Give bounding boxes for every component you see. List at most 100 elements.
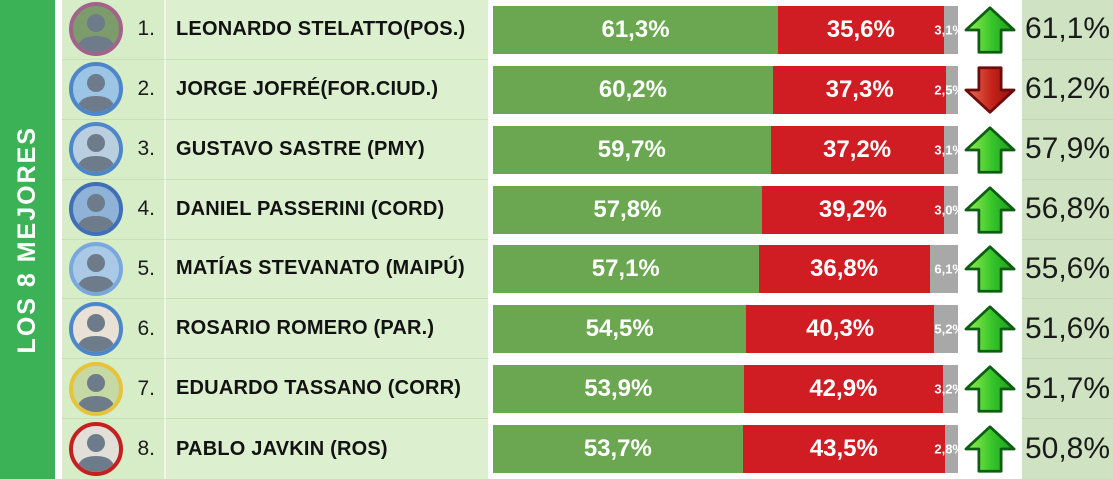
bar-negative-segment: 42,9% — [743, 365, 944, 414]
candidate-name: ROSARIO ROMERO (PAR.) — [176, 317, 435, 340]
bar-neutral-segment — [933, 305, 958, 354]
stacked-bar: 53,9% 42,9% 3,2% — [493, 365, 958, 414]
neutral-value-label: 5,2% — [934, 321, 958, 337]
name-cell: JORGE JOFRÉ(FOR.CIUD.) — [164, 59, 488, 120]
rank-number: 7. — [137, 376, 155, 400]
bar-gap — [488, 239, 493, 300]
bar-gap — [488, 119, 493, 180]
bar-area: 57,1% 36,8% 6,1% — [493, 239, 958, 300]
avatar-cell: 4. — [62, 179, 164, 240]
bar-negative-segment: 35,6% — [778, 5, 944, 54]
name-cell: MATÍAS STEVANATO (MAIPÚ) — [164, 239, 488, 300]
avatar — [69, 122, 123, 177]
avatar — [69, 182, 123, 237]
bar-positive-segment: 53,9% — [493, 365, 744, 414]
negative-value-label: 40,3% — [806, 315, 875, 343]
table-row: 6. ROSARIO ROMERO (PAR.) 54,5% 40,3% 5,2… — [62, 299, 1113, 360]
negative-value-label: 42,9% — [809, 375, 878, 403]
sidebar-gap — [55, 0, 62, 479]
name-cell: EDUARDO TASSANO (CORR) — [164, 359, 488, 420]
bar-gap — [488, 299, 493, 360]
sidebar: LOS 8 MEJORES — [0, 0, 55, 479]
negative-value-label: 35,6% — [826, 15, 895, 43]
trend-cell — [958, 179, 1022, 240]
negative-value-label: 37,2% — [823, 135, 892, 163]
positive-value-label: 54,5% — [585, 315, 654, 343]
rank-number: 2. — [137, 77, 155, 101]
person-silhouette-icon — [77, 194, 115, 233]
previous-total-value: 61,1% — [1024, 12, 1111, 46]
negative-value-label: 43,5% — [809, 435, 878, 463]
bar-positive-segment: 54,5% — [493, 305, 747, 354]
bar-neutral-segment — [929, 245, 958, 294]
avatar — [69, 361, 123, 416]
negative-value-label: 37,3% — [825, 75, 894, 103]
bar-gap — [488, 359, 493, 420]
bar-positive-segment: 59,7% — [493, 125, 771, 174]
trend-cell — [958, 119, 1022, 180]
previous-total-value: 56,8% — [1024, 192, 1111, 226]
total-cell: 50,8% — [1022, 419, 1113, 479]
bar-gap — [488, 419, 493, 479]
positive-value-label: 57,8% — [593, 195, 662, 223]
rank-number: 5. — [137, 256, 155, 280]
trend-up-arrow-icon — [964, 245, 1016, 294]
bar-area: 54,5% 40,3% 5,2% — [493, 299, 958, 360]
rows: 1. LEONARDO STELATTO(POS.) 61,3% 35,6% 3… — [62, 0, 1113, 479]
name-cell: PABLO JAVKIN (ROS) — [164, 419, 488, 479]
neutral-value-label: 3,1% — [934, 142, 958, 158]
avatar-cell: 7. — [62, 359, 164, 420]
previous-total-value: 55,6% — [1024, 251, 1111, 285]
bar-positive-segment: 57,1% — [493, 245, 759, 294]
stacked-bar: 53,7% 43,5% 2,8% — [493, 425, 958, 474]
trend-up-arrow-icon — [964, 305, 1016, 353]
positive-value-label: 60,2% — [598, 75, 667, 103]
neutral-value-label: 6,1% — [934, 261, 958, 277]
bar-neutral-segment — [943, 365, 958, 414]
total-cell: 51,6% — [1022, 299, 1113, 360]
bar-positive-segment: 57,8% — [493, 185, 762, 234]
avatar — [69, 62, 123, 117]
avatar — [69, 241, 123, 296]
bar-negative-segment: 36,8% — [758, 245, 930, 294]
bar-negative-segment: 40,3% — [746, 305, 934, 354]
positive-value-label: 57,1% — [591, 255, 660, 283]
positive-value-label: 59,7% — [597, 135, 666, 163]
table-row: 8. PABLO JAVKIN (ROS) 53,7% 43,5% 2,8% — [62, 419, 1113, 479]
trend-up-arrow-icon — [964, 425, 1016, 473]
trend-up-arrow-icon — [964, 185, 1016, 234]
table-row: 3. GUSTAVO SASTRE (PMY) 59,7% 37,2% 3,1% — [62, 119, 1113, 180]
total-cell: 55,6% — [1022, 239, 1113, 300]
bar-positive-segment: 61,3% — [493, 5, 779, 54]
candidate-name: DANIEL PASSERINI (CORD) — [176, 197, 445, 220]
bar-negative-segment: 37,2% — [770, 125, 944, 174]
stacked-bar: 61,3% 35,6% 3,1% — [493, 5, 958, 54]
table-row: 1. LEONARDO STELATTO(POS.) 61,3% 35,6% 3… — [62, 0, 1113, 60]
candidate-name: MATÍAS STEVANATO (MAIPÚ) — [176, 257, 465, 280]
previous-total-value: 50,8% — [1024, 432, 1111, 466]
rank-number: 4. — [137, 197, 155, 221]
previous-total-value: 51,7% — [1024, 371, 1111, 405]
candidate-name: EDUARDO TASSANO (CORR) — [176, 377, 462, 400]
neutral-value-label: 3,1% — [934, 22, 958, 38]
rank-number: 3. — [137, 137, 155, 161]
bar-gap — [488, 179, 493, 240]
trend-down-arrow-icon — [964, 66, 1016, 114]
avatar-cell: 2. — [62, 59, 164, 120]
avatar — [69, 2, 123, 57]
bar-positive-segment: 53,7% — [493, 425, 743, 474]
bar-neutral-segment — [943, 125, 958, 174]
person-silhouette-icon — [77, 14, 115, 53]
candidate-name: LEONARDO STELATTO(POS.) — [176, 17, 466, 40]
bar-negative-segment: 43,5% — [742, 425, 945, 474]
table-row: 7. EDUARDO TASSANO (CORR) 53,9% 42,9% 3,… — [62, 359, 1113, 420]
person-silhouette-icon — [77, 253, 115, 292]
name-cell: GUSTAVO SASTRE (PMY) — [164, 119, 488, 180]
stacked-bar: 60,2% 37,3% 2,5% — [493, 65, 958, 114]
avatar-cell: 5. — [62, 239, 164, 300]
avatar-cell: 8. — [62, 419, 164, 479]
bar-neutral-segment — [943, 5, 958, 54]
table-row: 2. JORGE JOFRÉ(FOR.CIUD.) 60,2% 37,3% 2,… — [62, 59, 1113, 120]
bar-area: 53,9% 42,9% 3,2% — [493, 359, 958, 420]
